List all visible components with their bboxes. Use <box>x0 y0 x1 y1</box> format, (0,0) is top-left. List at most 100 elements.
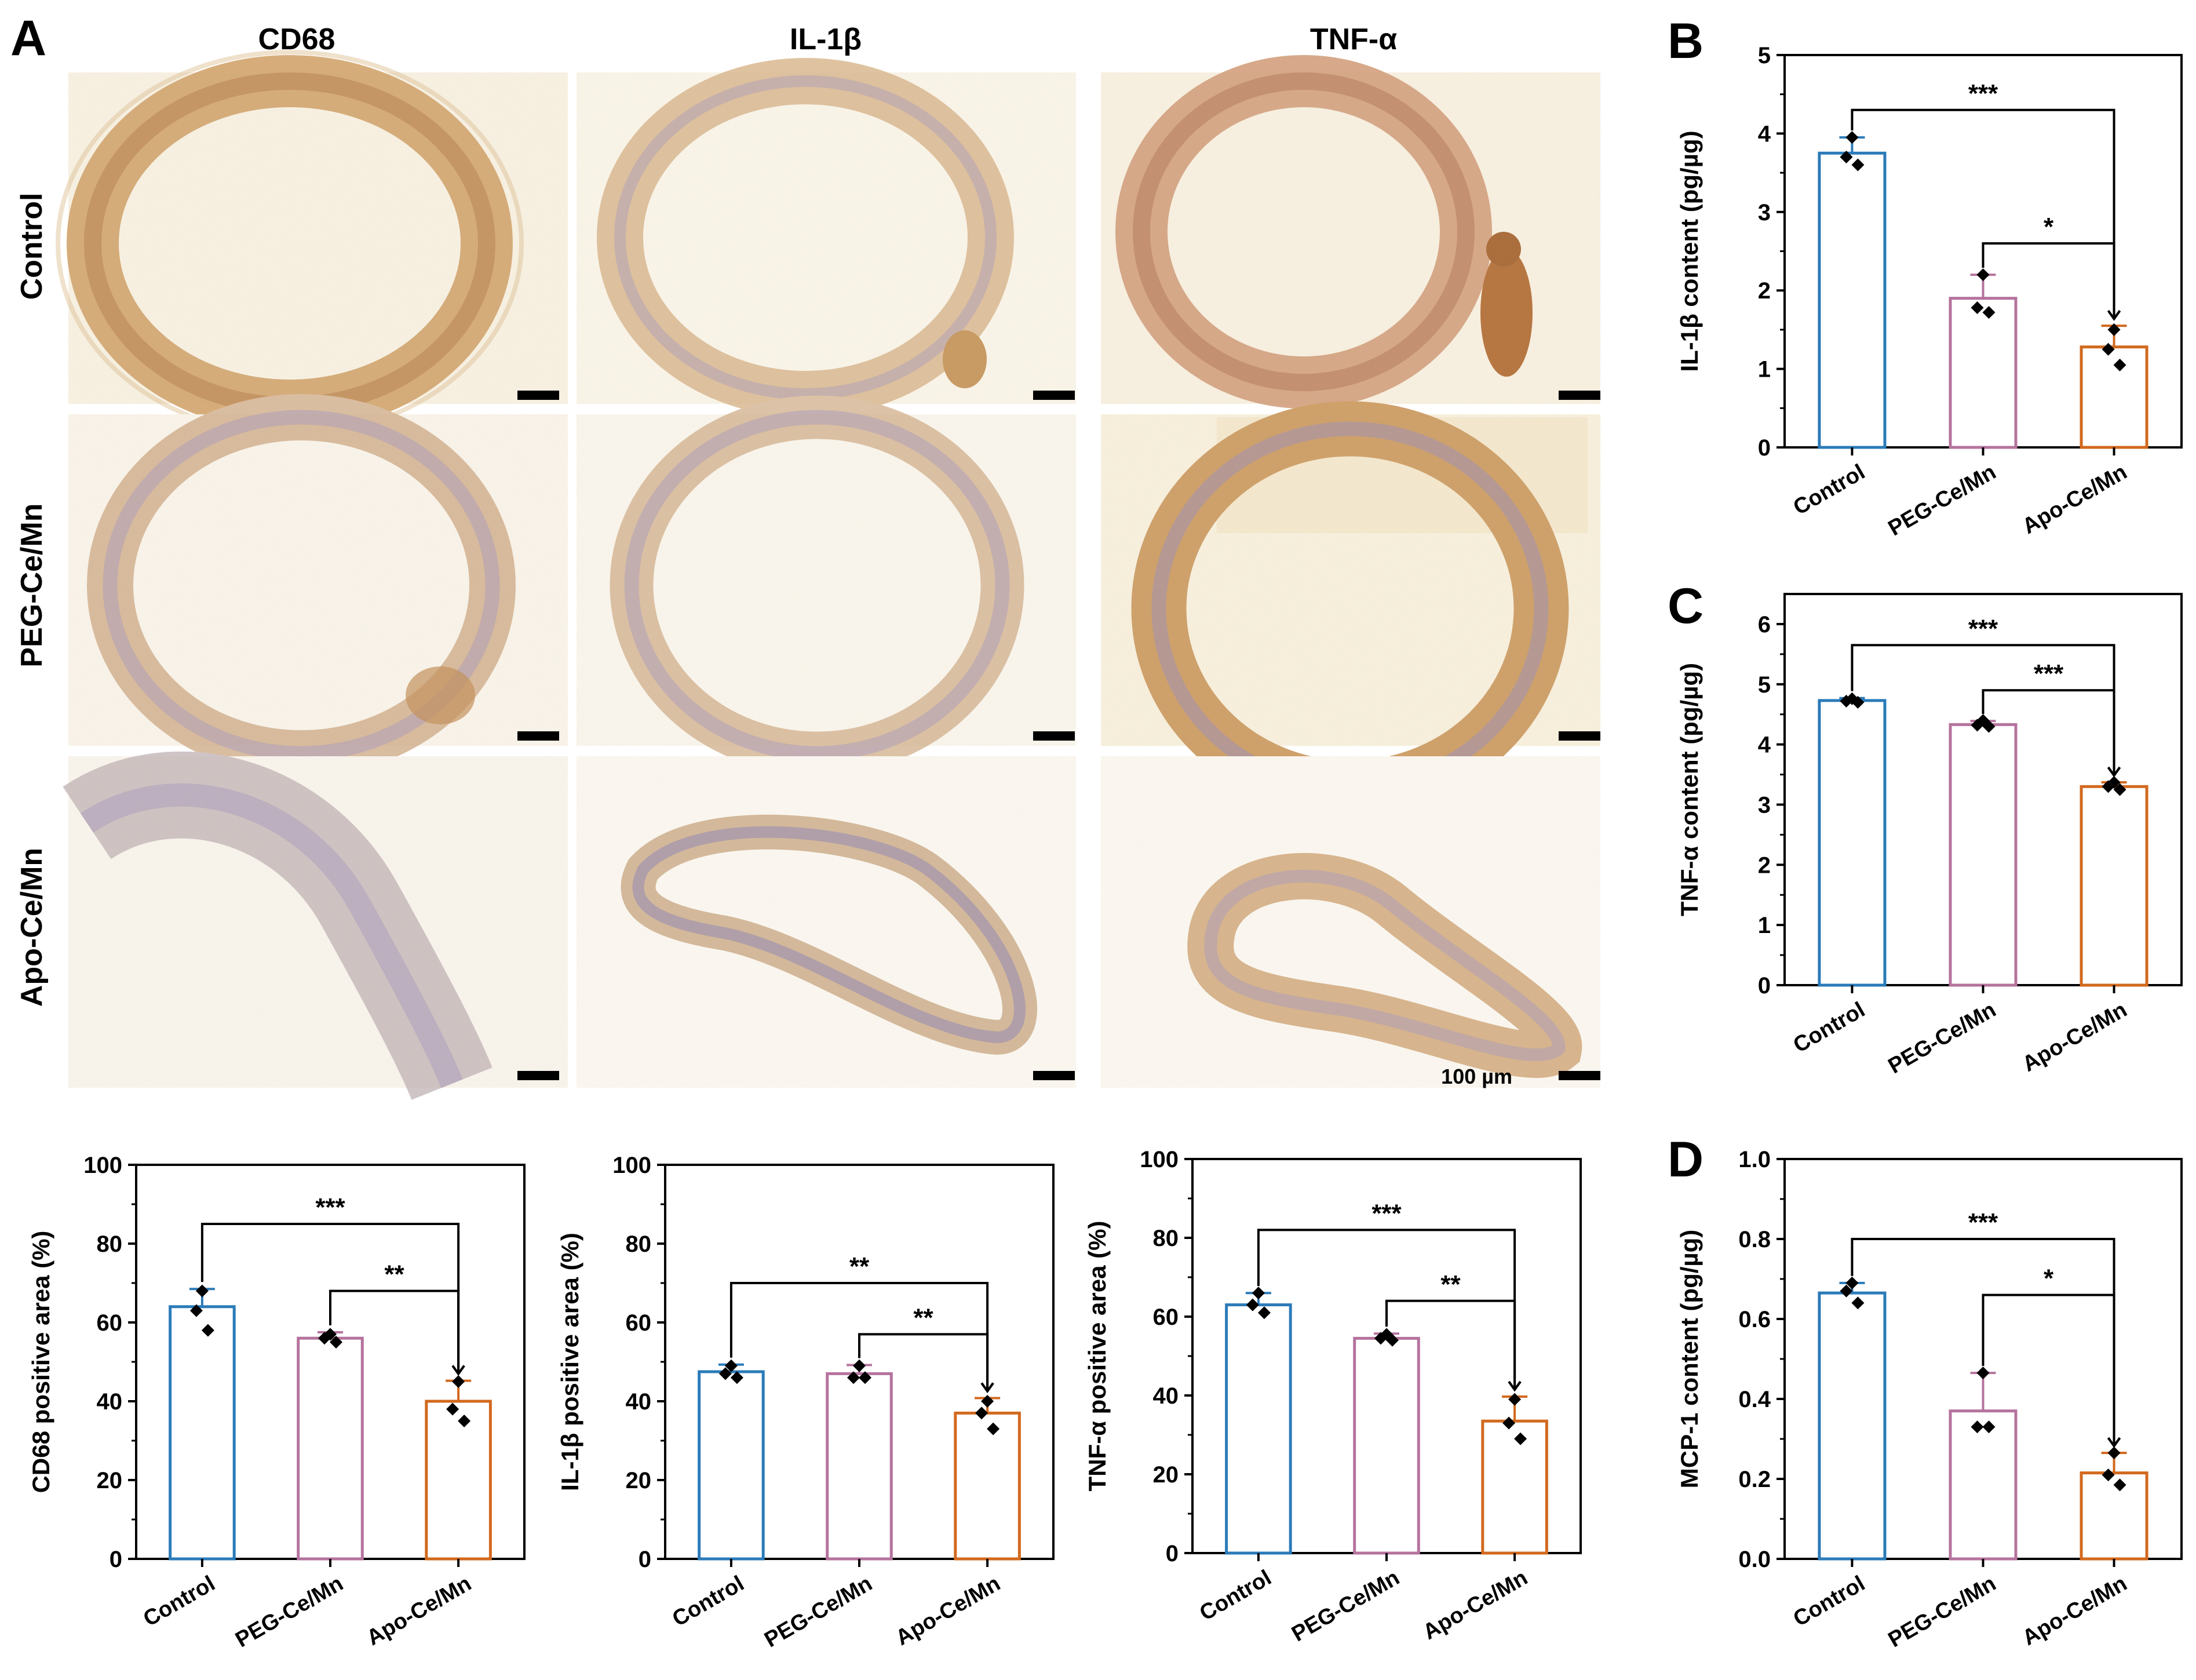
bar <box>698 1370 765 1561</box>
chart-il1b-positive-area: 0 20 40 60 80 100 IL-1β positive area (%) Contr… <box>556 1153 1055 1652</box>
chart-d-mcp1-content: 0.0 0.2 0.4 0.6 0.8 1.0 MCP-1 content (pg/µg) D… <box>1668 1132 2183 1652</box>
y-tick-label: 0.2 <box>1738 1467 1771 1492</box>
data-point <box>2113 358 2126 371</box>
significance-bracket <box>858 1333 989 1391</box>
data-point <box>1982 720 1996 733</box>
y-tick-label: 100 <box>83 1153 122 1178</box>
bar <box>826 1372 893 1561</box>
data-point <box>1508 1393 1522 1406</box>
bar <box>2080 345 2148 449</box>
bar <box>1818 1291 1887 1561</box>
bar <box>1353 1336 1420 1555</box>
data-point <box>1257 1306 1271 1320</box>
histology-image <box>1101 401 1600 816</box>
data-point <box>1840 1284 1853 1298</box>
data-point <box>1971 1420 1984 1434</box>
significance-label: *** <box>315 1193 345 1222</box>
y-tick-label: 60 <box>97 1310 123 1336</box>
y-tick-label: 0.4 <box>1738 1387 1771 1412</box>
data-point <box>2102 342 2115 356</box>
y-tick-label: 0 <box>1758 435 1771 461</box>
y-tick-label: 40 <box>1153 1383 1179 1409</box>
significance-bracket <box>1982 1293 2115 1446</box>
data-point <box>2107 323 2121 336</box>
x-tick-label: PEG-Ce/Mn <box>1884 1571 2000 1652</box>
y-axis-label: TNF-α content (pg/µg) <box>1676 663 1703 916</box>
significance-label: * <box>2044 213 2054 241</box>
histology-image <box>1101 55 1600 409</box>
y-tick-label: 0 <box>639 1547 651 1572</box>
row-header-apo: Apo-Ce/Mn <box>15 848 49 1007</box>
significance-label: ** <box>1440 1270 1461 1299</box>
significance-arrow <box>2107 766 2121 778</box>
histology-image <box>68 394 568 777</box>
data-point <box>1252 1287 1265 1300</box>
x-tick-label: PEG-Ce/Mn <box>760 1571 876 1652</box>
data-point <box>1845 1276 1859 1289</box>
y-axis-label: TNF-α positive area (%) <box>1084 1221 1111 1492</box>
data-point <box>1851 695 1865 709</box>
significance-bracket <box>1982 242 2115 319</box>
y-tick-label: 80 <box>1153 1226 1179 1251</box>
bar <box>1225 1303 1292 1555</box>
data-point <box>2102 780 2115 793</box>
significance-bracket <box>1385 1299 1516 1390</box>
panel-letter: C <box>1668 578 1703 634</box>
column-header-il1b: IL-1β <box>790 23 862 56</box>
significance-label: * <box>2044 1264 2054 1293</box>
data-point <box>195 1284 209 1298</box>
row-header-peg: PEG-Ce/Mn <box>15 503 49 667</box>
x-tick-label: Control <box>1789 1571 1869 1631</box>
data-point <box>1971 301 1984 314</box>
y-tick-label: 2 <box>1758 278 1771 304</box>
data-point <box>1982 1420 1996 1434</box>
histology-image <box>577 395 1076 775</box>
bar <box>1949 1409 2018 1561</box>
data-point <box>201 1324 214 1337</box>
x-tick-label: Apo-Ce/Mn <box>2018 997 2131 1077</box>
y-tick-label: 4 <box>1758 733 1771 758</box>
data-point <box>1976 268 1990 282</box>
bar <box>425 1400 492 1561</box>
x-tick-label: PEG-Ce/Mn <box>1884 997 2000 1078</box>
y-tick-label: 5 <box>1758 672 1771 698</box>
chart-cd68-positive-area: 0 20 40 60 80 100 CD68 positive area (%) Contro… <box>27 1153 526 1652</box>
y-tick-label: 1 <box>1758 913 1771 938</box>
data-point <box>330 1336 342 1349</box>
x-tick-label: PEG-Ce/Mn <box>1287 1565 1403 1646</box>
data-point <box>1982 306 1996 319</box>
x-tick-label: Control <box>139 1571 219 1631</box>
data-point <box>859 1371 871 1384</box>
bar <box>297 1336 364 1561</box>
bar <box>1949 297 2018 449</box>
data-point <box>718 1367 732 1380</box>
bar <box>2080 785 2148 987</box>
significance-label: ** <box>384 1260 404 1289</box>
data-point <box>2113 1478 2126 1492</box>
data-point <box>1851 1296 1865 1310</box>
data-point <box>2102 1468 2115 1482</box>
y-tick-label: 0 <box>110 1547 122 1572</box>
y-tick-label: 60 <box>626 1310 652 1336</box>
data-point <box>318 1332 331 1345</box>
data-point <box>452 1375 465 1388</box>
y-tick-label: 20 <box>626 1468 652 1493</box>
y-tick-label: 60 <box>1153 1304 1179 1330</box>
data-point <box>847 1371 860 1384</box>
y-tick-label: 40 <box>97 1389 123 1415</box>
significance-arrow <box>2107 1437 2121 1448</box>
significance-label: *** <box>1968 79 1998 108</box>
y-tick-label: 0.8 <box>1738 1227 1771 1252</box>
data-point <box>1840 694 1853 708</box>
y-tick-label: 6 <box>1758 612 1771 637</box>
significance-label: *** <box>2034 659 2064 688</box>
data-point <box>1840 151 1853 164</box>
y-tick-label: 20 <box>97 1468 123 1493</box>
scale-bar-label: 100 µm <box>1441 1065 1512 1088</box>
histology-image <box>63 751 568 1100</box>
data-point <box>730 1371 743 1384</box>
y-axis-label: CD68 positive area (%) <box>27 1231 54 1493</box>
x-tick-label: Control <box>1789 460 1869 520</box>
y-axis-label: IL-1β content (pg/µg) <box>1676 130 1703 371</box>
data-point <box>1386 1333 1399 1347</box>
